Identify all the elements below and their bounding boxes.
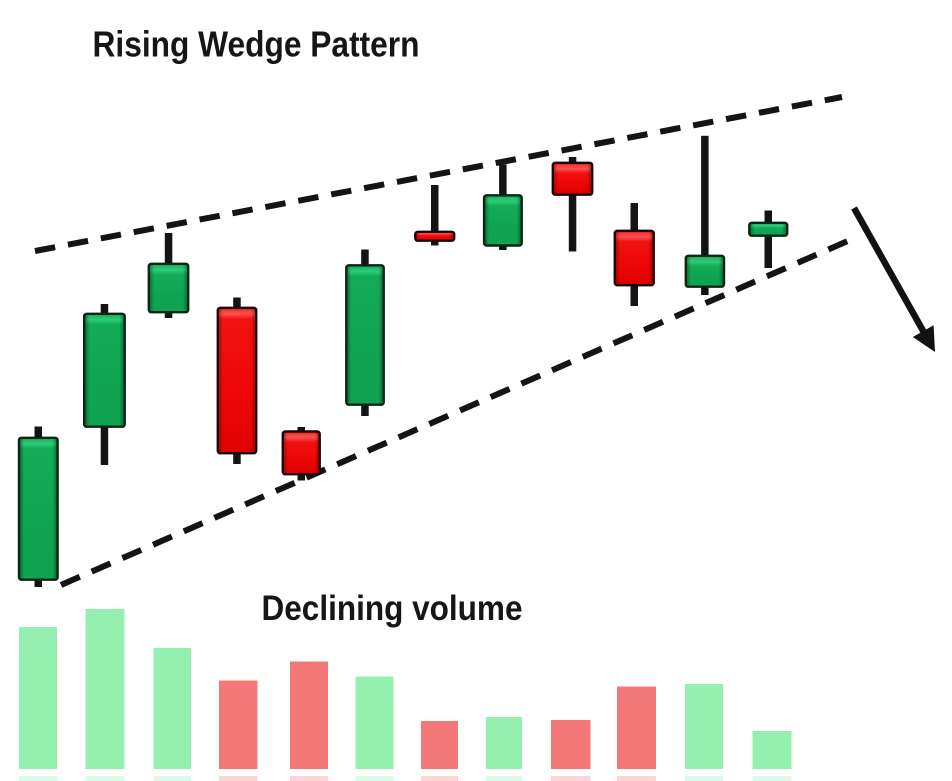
svg-text:Rising Wedge Pattern: Rising Wedge Pattern [93, 24, 420, 65]
svg-text:Declining volume: Declining volume [262, 589, 523, 628]
